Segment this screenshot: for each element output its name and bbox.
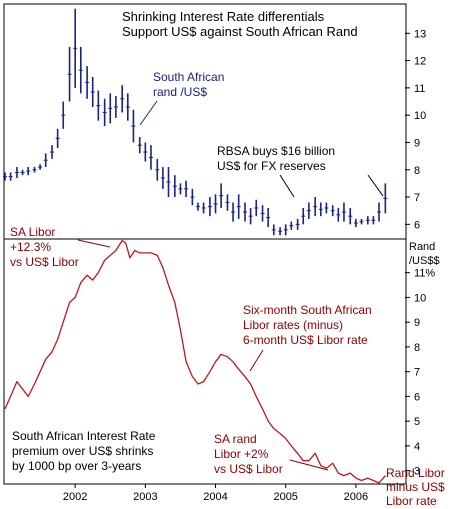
summary-annotation-line-1: South African Interest Rate bbox=[12, 429, 156, 443]
top-y-tick-label: 7 bbox=[414, 192, 420, 204]
rand-series-annotation: South African rand /US$ bbox=[153, 70, 228, 99]
sa-rand-libor-line-1: SA rand bbox=[214, 432, 257, 446]
summary-annotation: South African Interest Rate premium over… bbox=[12, 429, 159, 473]
summary-annotation-line-2: premium over US$ shrinks bbox=[12, 444, 153, 458]
sa-libor-peak-line-1: SA Libor bbox=[10, 225, 55, 239]
top-y-tick-label: 12 bbox=[414, 56, 426, 68]
bottom-axis-unit-line-2: minus US$ bbox=[386, 480, 445, 494]
x-axis: 2002 2003 2004 2005 2006 bbox=[63, 484, 368, 503]
bottom-y-tick-label: 9 bbox=[414, 317, 420, 329]
bottom-axis-unit-line-3: Libor rate bbox=[386, 494, 437, 508]
rbsa-pointer-right bbox=[367, 174, 384, 197]
libor-series-annotation-line-2: Libor rates (minus) bbox=[243, 318, 343, 332]
sa-rand-libor-line-2: Libor +2% bbox=[214, 447, 269, 461]
top-y-tick-label: 6 bbox=[414, 219, 420, 231]
top-y-tick-label: 9 bbox=[414, 137, 420, 149]
bottom-y-tick-label: 10 bbox=[414, 292, 426, 304]
sa-libor-peak-pointer bbox=[77, 239, 111, 248]
sa-rand-libor-annotation: SA rand Libor +2% vs US$ Libor bbox=[214, 432, 283, 476]
bottom-y-axis: 3 4 5 6 7 8 9 10 11% bbox=[405, 268, 435, 478]
bottom-y-tick-label: 6 bbox=[414, 391, 420, 403]
sa-rand-libor-pointer bbox=[289, 459, 329, 471]
top-chart-title-line-1: Shrinking Interest Rate differentials bbox=[122, 9, 325, 24]
rbsa-pointer-left bbox=[279, 174, 295, 198]
libor-spread-line bbox=[4, 239, 386, 484]
sa-rand-libor-line-3: vs US$ Libor bbox=[214, 462, 283, 476]
rbsa-annotation-line-1: RBSA buys $16 billion bbox=[217, 144, 335, 158]
rand-series-annotation-line-1: South African bbox=[153, 70, 224, 84]
bottom-y-tick-label: 7 bbox=[414, 367, 420, 379]
bottom-y-tick-label: 3 bbox=[414, 466, 420, 478]
sa-libor-peak-line-3: vs US$ Libor bbox=[10, 255, 79, 269]
bottom-y-tick-label: 8 bbox=[414, 342, 420, 354]
top-y-axis: 6 7 8 9 10 11 12 13 bbox=[405, 28, 426, 231]
x-tick-label: 2005 bbox=[273, 491, 297, 503]
sa-libor-peak-line-2: +12.3% bbox=[10, 240, 51, 254]
rbsa-annotation-line-2: US$ for FX reserves bbox=[217, 159, 326, 173]
bottom-axis-unit-label: Rand Libor minus US$ Libor rate bbox=[386, 466, 448, 508]
rand-series-annotation-line-2: rand /US$ bbox=[153, 85, 207, 99]
libor-series-annotation-line-3: 6-month US$ Libor rate bbox=[243, 333, 368, 347]
rbsa-annotation: RBSA buys $16 billion US$ for FX reserve… bbox=[217, 144, 338, 173]
bottom-panel-frame bbox=[3, 238, 407, 485]
rand-usd-series bbox=[3, 8, 388, 236]
bottom-y-tick-label: 4 bbox=[414, 441, 420, 453]
bottom-y-tick-label: 5 bbox=[414, 416, 420, 428]
top-panel-frame bbox=[3, 3, 407, 240]
top-chart-title: Shrinking Interest Rate differentials Su… bbox=[122, 9, 358, 39]
top-y-tick-label: 11 bbox=[414, 83, 425, 95]
bottom-y-tick-label: 11% bbox=[414, 268, 435, 280]
x-tick-label: 2003 bbox=[133, 491, 157, 503]
top-axis-unit: Rand /US$$ bbox=[409, 241, 440, 267]
top-axis-unit-line-1: Rand bbox=[409, 241, 435, 253]
top-chart-title-line-2: Support US$ against South African Rand bbox=[122, 24, 358, 39]
bottom-axis-unit-line-1: Rand Libor bbox=[386, 466, 445, 480]
libor-spread-series bbox=[4, 239, 386, 484]
top-y-tick-label: 8 bbox=[414, 165, 420, 177]
libor-series-pointer bbox=[249, 349, 264, 372]
x-tick-label: 2006 bbox=[344, 491, 368, 503]
summary-annotation-line-3: by 1000 bp over 3-years bbox=[12, 459, 141, 473]
rand-annotation-pointer bbox=[139, 100, 158, 126]
top-y-tick-label: 13 bbox=[414, 28, 426, 40]
libor-series-annotation-line-1: Six-month South African bbox=[243, 303, 372, 317]
x-tick-label: 2004 bbox=[203, 491, 227, 503]
top-y-tick-label: 10 bbox=[414, 110, 426, 122]
libor-series-annotation: Six-month South African Libor rates (min… bbox=[243, 303, 375, 347]
sa-libor-peak-annotation: SA Libor +12.3% vs US$ Libor bbox=[10, 225, 79, 269]
x-tick-label: 2002 bbox=[63, 491, 87, 503]
top-axis-unit-line-2: /US$$ bbox=[409, 255, 440, 267]
